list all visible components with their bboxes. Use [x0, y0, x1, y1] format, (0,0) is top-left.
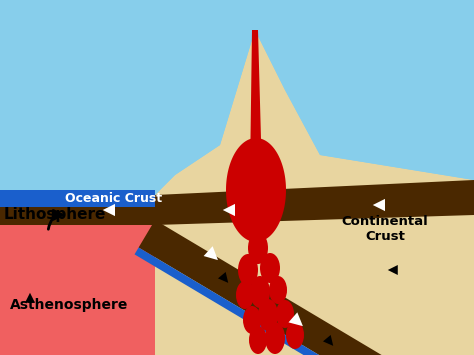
Polygon shape	[155, 30, 474, 355]
Text: Continental
Crust: Continental Crust	[342, 215, 428, 243]
Ellipse shape	[236, 281, 254, 309]
Polygon shape	[138, 220, 390, 355]
Ellipse shape	[238, 254, 258, 286]
Text: Lithosphere: Lithosphere	[4, 208, 106, 223]
Text: Oceanic Crust: Oceanic Crust	[65, 191, 162, 204]
Ellipse shape	[269, 276, 287, 304]
Polygon shape	[0, 195, 474, 355]
Ellipse shape	[286, 321, 304, 349]
Ellipse shape	[265, 322, 285, 354]
Polygon shape	[0, 205, 155, 225]
Ellipse shape	[276, 300, 294, 328]
Polygon shape	[250, 30, 262, 175]
Ellipse shape	[248, 232, 268, 264]
Polygon shape	[226, 138, 286, 242]
Ellipse shape	[260, 253, 280, 283]
Polygon shape	[155, 180, 474, 225]
FancyArrowPatch shape	[48, 211, 62, 229]
Polygon shape	[0, 0, 474, 195]
Polygon shape	[135, 247, 374, 355]
Text: Asthenosphere: Asthenosphere	[10, 298, 128, 312]
Polygon shape	[0, 190, 155, 207]
Ellipse shape	[250, 276, 270, 308]
Ellipse shape	[249, 326, 267, 354]
Ellipse shape	[258, 299, 278, 331]
Ellipse shape	[243, 306, 261, 334]
